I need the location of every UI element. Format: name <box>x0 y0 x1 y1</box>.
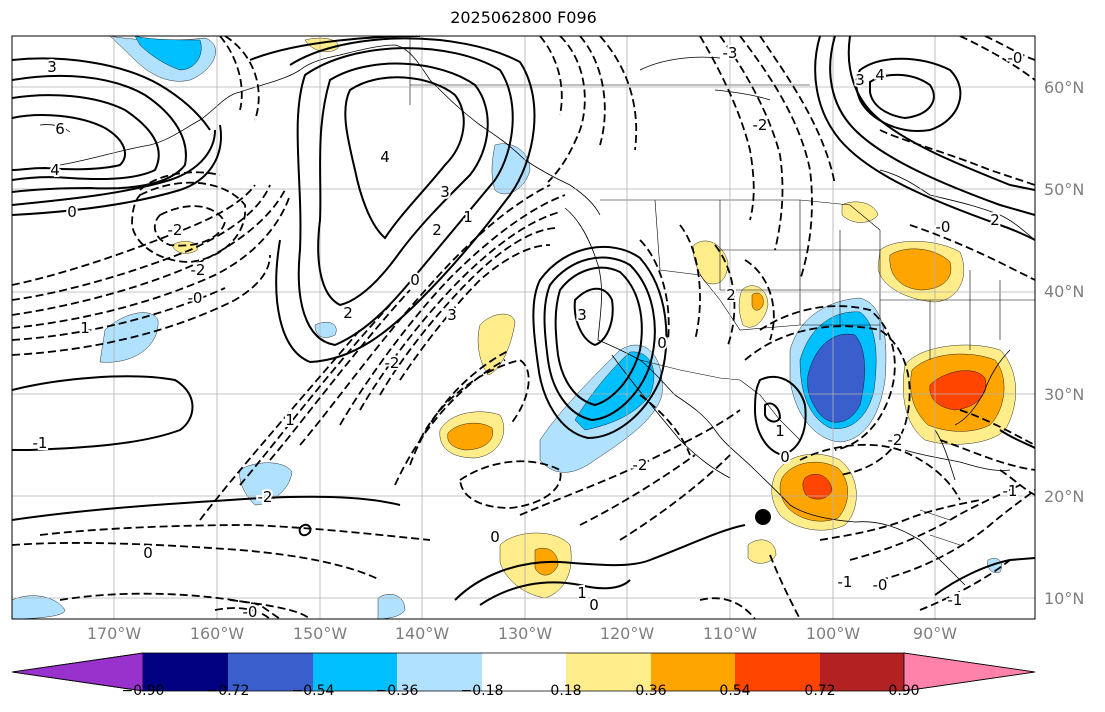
lon-label: 110°W <box>702 624 758 643</box>
contour-label: -2 <box>633 456 648 474</box>
colorbar-tick-label: 0.54 <box>719 683 751 699</box>
colorbar-tick-label: −0.36 <box>375 683 419 699</box>
contour-label: 3 <box>855 71 865 89</box>
contour-label: -0 <box>873 576 888 594</box>
contour-label: 2 <box>726 286 736 304</box>
positive-anomaly-shading <box>171 37 1016 599</box>
lon-label: 160°W <box>189 624 245 643</box>
contour-label: -2 <box>888 431 903 449</box>
contour-label: 3 <box>447 306 457 324</box>
contour-label: 3 <box>47 58 57 76</box>
colorbar-segment <box>735 653 820 691</box>
contour-label: -3 <box>723 44 738 62</box>
lat-label: 10°N <box>1044 589 1085 608</box>
contour-label: 4 <box>380 148 390 166</box>
contour-label: 4 <box>875 66 885 84</box>
positive-contours <box>12 36 1035 606</box>
contour-label: -2 <box>258 488 273 506</box>
contour-label: 2 <box>990 211 1000 229</box>
contour-label: 4 <box>50 161 60 179</box>
colorbar-tick-label: −0.54 <box>291 683 335 699</box>
lon-label: 140°W <box>394 624 450 643</box>
contour-label: -2 <box>168 221 183 239</box>
colorbar-extend-max <box>903 652 1036 692</box>
colorbar-tick-label: −0.18 <box>460 683 504 699</box>
lon-label: 150°W <box>292 624 348 643</box>
contour-label: -1 <box>33 434 48 452</box>
map-plot-area: 3 6 4 0 -2 -2 -0 1 4 3 2 1 2 0 3 3 -2 1 … <box>12 36 1035 621</box>
colorbar-tick-label: 0.90 <box>888 683 920 699</box>
colorbar-segment <box>482 653 566 691</box>
contour-label: 0 <box>780 448 790 466</box>
lat-label: 20°N <box>1044 487 1085 506</box>
contour-label: 3 <box>440 183 450 201</box>
contour-label: -2 <box>385 354 400 372</box>
contour-label: -0 <box>936 218 951 236</box>
lat-label: 30°N <box>1044 385 1085 404</box>
lon-label: 120°W <box>599 624 655 643</box>
map-title: 2025062800 F096 <box>450 8 597 27</box>
colorbar-tick-label: 0.72 <box>804 683 836 699</box>
graticule <box>12 36 1035 619</box>
lon-label: 130°W <box>497 624 553 643</box>
contour-label: -0 <box>188 289 203 307</box>
contour-label: -1 <box>948 591 963 609</box>
colorbar-segment <box>228 653 313 691</box>
contour-label: 2 <box>432 221 442 239</box>
contour-label: 2 <box>343 304 353 322</box>
colorbar <box>11 652 1036 692</box>
contour-label: -1 <box>1003 482 1018 500</box>
lat-label: 50°N <box>1044 180 1085 199</box>
colorbar-tick-label: 0.18 <box>550 683 582 699</box>
contour-label: 0 <box>589 596 599 614</box>
map-frame <box>11 35 1036 620</box>
lat-label: 60°N <box>1044 78 1085 97</box>
contour-label: 1 <box>285 411 295 429</box>
colorbar-tick-label: 0.36 <box>635 683 667 699</box>
storm-center-marker <box>755 509 771 525</box>
colorbar-outline <box>11 652 1036 692</box>
contour-label: 1 <box>577 584 587 602</box>
contour-label: -0 <box>243 603 258 621</box>
contour-label: 6 <box>55 120 65 138</box>
lon-label: 170°W <box>86 624 142 643</box>
lat-label: 40°N <box>1044 282 1085 301</box>
contour-label: -0 <box>1008 49 1023 67</box>
contour-label: 0 <box>67 203 77 221</box>
contour-label: 1 <box>80 319 90 337</box>
colorbar-tick-label: −0.72 <box>206 683 250 699</box>
contour-label: 0 <box>657 334 667 352</box>
contour-label: -2 <box>753 116 768 134</box>
contour-label: -2 <box>191 261 206 279</box>
colorbar-segment <box>313 653 397 691</box>
contour-label: 0 <box>490 528 500 546</box>
contour-label: 1 <box>463 208 473 226</box>
colorbar-tick-label: −0.90 <box>121 683 165 699</box>
colorbar-segment <box>651 653 735 691</box>
contour-label: 0 <box>410 271 420 289</box>
colorbar-segment <box>397 653 482 691</box>
lon-label: 100°W <box>805 624 861 643</box>
contour-label: 0 <box>143 544 153 562</box>
colorbar-segment <box>143 653 228 691</box>
lon-label: 90°W <box>912 624 958 643</box>
colorbar-segment <box>566 653 651 691</box>
coastlines <box>39 44 1035 586</box>
contour-label: 1 <box>775 422 785 440</box>
negative-contours <box>12 36 1035 619</box>
contour-labels: 3 6 4 0 -2 -2 -0 1 4 3 2 1 2 0 3 3 -2 1 … <box>31 42 1025 621</box>
contour-label: 3 <box>577 306 587 324</box>
contour-label: -1 <box>838 573 853 591</box>
colorbar-segment <box>820 653 904 691</box>
